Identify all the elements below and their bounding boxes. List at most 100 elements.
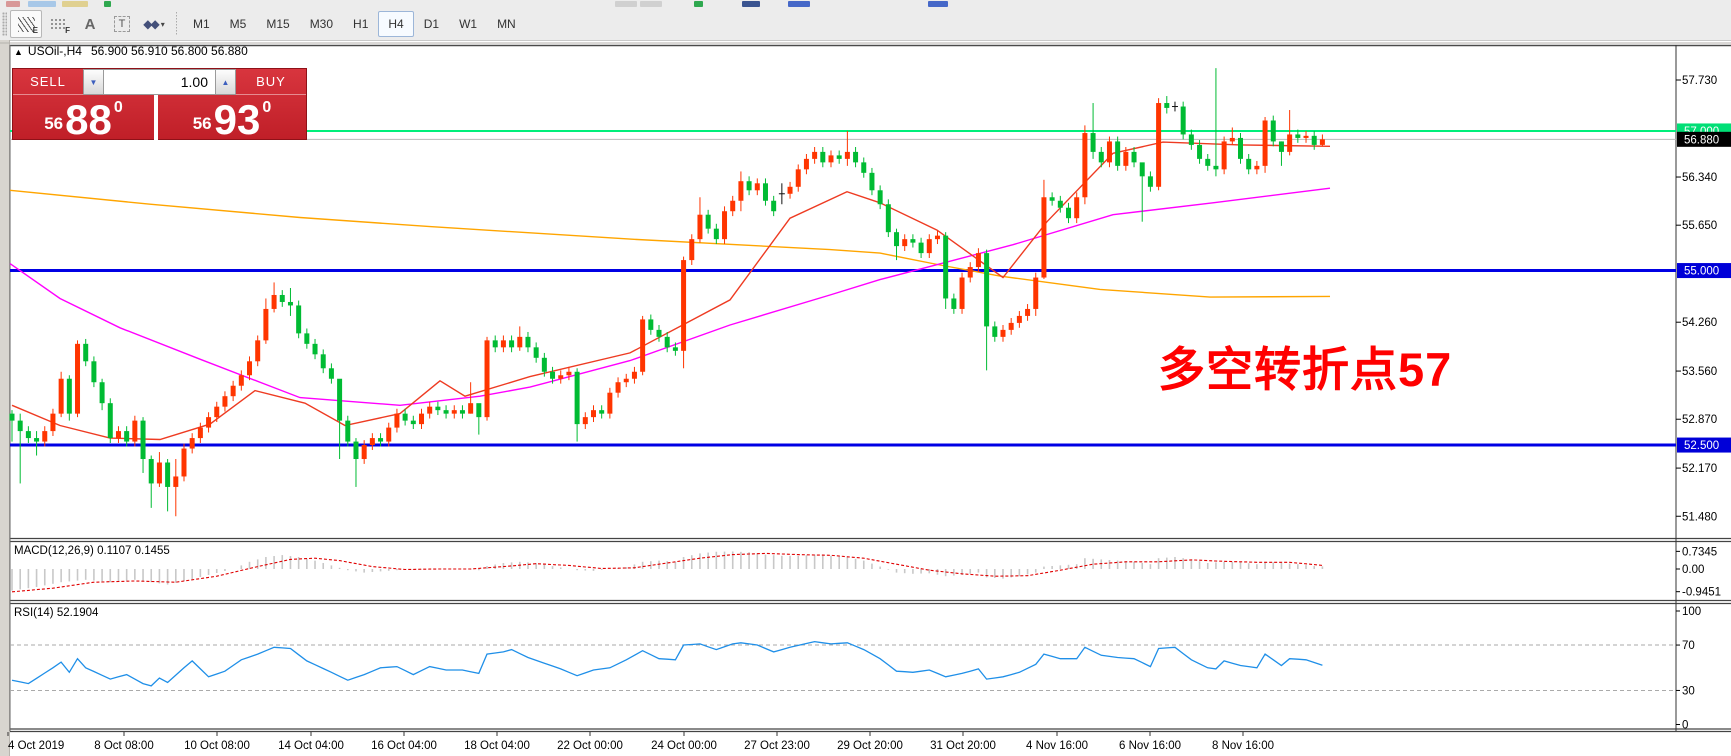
timeframe-button-m5[interactable]: M5 bbox=[229, 17, 247, 31]
buy-price-prefix: 56 bbox=[192, 114, 212, 133]
toolbar-icon-fragment[interactable] bbox=[694, 1, 703, 7]
text-label-icon[interactable]: A bbox=[84, 15, 96, 33]
macd-axis-label: 0.00 bbox=[1682, 564, 1704, 576]
rsi-axis-label: 100 bbox=[1682, 606, 1701, 618]
time-axis-label: 31 Oct 20:00 bbox=[930, 740, 996, 752]
time-axis-label: 24 Oct 00:00 bbox=[651, 740, 717, 752]
price-axis-label: 56.340 bbox=[1682, 172, 1717, 184]
grid-icon[interactable]: F bbox=[42, 10, 74, 38]
time-axis-label: 16 Oct 04:00 bbox=[371, 740, 437, 752]
toolbar-icon-group: E F A T ◆◆ ▾ bbox=[10, 10, 170, 38]
price-axis-label: 52.170 bbox=[1682, 463, 1717, 475]
ma-fast-red-line bbox=[11, 141, 1331, 441]
timeframe-button-h4[interactable]: H4 bbox=[378, 11, 414, 37]
toolbar-grip[interactable] bbox=[2, 12, 7, 36]
timeframe-button-mn[interactable]: MN bbox=[497, 17, 516, 31]
text-box-icon[interactable]: T bbox=[106, 10, 138, 38]
timeframe-button-group: M1 M5 M15 M30 H1 H4 D1 W1 MN bbox=[183, 11, 526, 37]
volume-increase-button[interactable]: ▲ bbox=[215, 69, 236, 95]
price-axis-label: 57.730 bbox=[1682, 75, 1717, 87]
toolbar-icon-fragment[interactable] bbox=[28, 1, 56, 7]
rsi-axis-label: 0 bbox=[1682, 720, 1688, 732]
sell-price-display[interactable]: 56 88 0 bbox=[13, 95, 154, 141]
rsi-panel: 100 70 30 0 bbox=[10, 606, 1701, 732]
candlestick-series bbox=[9, 68, 1325, 517]
buy-price-big: 93 bbox=[213, 96, 261, 143]
price-divider bbox=[154, 95, 158, 141]
sell-button[interactable]: SELL bbox=[13, 69, 83, 95]
symbol-period-label: USOil-,H4 bbox=[27, 44, 82, 58]
dots-glyph bbox=[49, 17, 67, 31]
time-axis-label: 22 Oct 00:00 bbox=[557, 740, 623, 752]
time-axis-label: 10 Oct 08:00 bbox=[184, 740, 250, 752]
toolbar-icon-fragment[interactable] bbox=[928, 1, 948, 7]
price-axis-label: 51.480 bbox=[1682, 511, 1717, 523]
macd-panel: 0.7345 0.00 -0.9451 bbox=[11, 546, 1721, 599]
one-click-trade-panel: SELL ▼ 1.00 ▲ BUY 56 88 0 56 93 0 bbox=[12, 68, 307, 141]
timeframe-button-h1[interactable]: H1 bbox=[353, 17, 369, 31]
collapse-arrow-icon[interactable]: ▲ bbox=[14, 47, 23, 57]
toolbar-icon-fragment[interactable] bbox=[62, 1, 88, 7]
panel-borders bbox=[0, 42, 1731, 733]
toolbar-icon-fragment[interactable] bbox=[788, 1, 810, 7]
price-axis-label: 55.650 bbox=[1682, 220, 1717, 232]
time-axis-label: 14 Oct 04:00 bbox=[278, 740, 344, 752]
time-axis-label: 18 Oct 04:00 bbox=[464, 740, 530, 752]
time-axis-label: 8 Nov 16:00 bbox=[1212, 740, 1274, 752]
objects-arrows-icon[interactable]: ◆◆ ▾ bbox=[143, 17, 165, 31]
rsi-axis-label: 30 bbox=[1682, 685, 1695, 697]
time-axis: 4 Oct 2019 8 Oct 08:00 10 Oct 08:00 14 Oct … bbox=[7, 732, 1274, 752]
price-axis: 57.730 56.340 55.650 54.260 53.560 52.870 52.1… bbox=[1676, 75, 1731, 523]
price-axis-label: 54.260 bbox=[1682, 317, 1717, 329]
toolbar-icon-fragment[interactable] bbox=[6, 1, 20, 7]
toolbar-icon-fragment[interactable] bbox=[742, 1, 760, 7]
support-line-label-text: 52.500 bbox=[1684, 440, 1719, 452]
timeframe-button-d1[interactable]: D1 bbox=[423, 17, 440, 31]
chevron-down-icon: ▾ bbox=[160, 19, 165, 29]
toolbar-icon-fragment[interactable] bbox=[640, 1, 662, 7]
timeframe-button-m15[interactable]: M15 bbox=[266, 17, 290, 31]
timeframe-button-w1[interactable]: W1 bbox=[459, 17, 478, 31]
timeframe-button-m30[interactable]: M30 bbox=[309, 17, 334, 31]
rsi-indicator-label: RSI(14) 52.1904 bbox=[14, 607, 99, 619]
chevron-up-icon: ▲ bbox=[221, 77, 230, 87]
price-axis-label: 52.870 bbox=[1682, 414, 1717, 426]
macd-axis-label: -0.9451 bbox=[1682, 587, 1721, 599]
toolbar-separator bbox=[176, 12, 177, 36]
timeframe-button-m1[interactable]: M1 bbox=[193, 17, 210, 31]
ma-slow-orange-line bbox=[9, 189, 1331, 298]
chart-quote-header[interactable]: ▲ USOil-,H4 56.900 56.910 56.800 56.880 bbox=[14, 44, 248, 58]
chart-text-annotation: 多空转折点57 bbox=[1158, 343, 1453, 396]
chevron-down-icon: ▼ bbox=[89, 77, 98, 87]
rsi-line bbox=[11, 640, 1323, 687]
toolbar-icon-fragment[interactable] bbox=[615, 1, 637, 7]
indicators-list-icon[interactable]: E bbox=[10, 10, 42, 38]
current-price-label-text: 56.880 bbox=[1684, 134, 1719, 146]
time-axis-label: 29 Oct 20:00 bbox=[837, 740, 903, 752]
price-axis-label: 53.560 bbox=[1682, 366, 1717, 378]
time-axis-label: 4 Oct 2019 bbox=[8, 740, 64, 752]
volume-input[interactable]: 1.00 bbox=[104, 69, 215, 95]
volume-decrease-button[interactable]: ▼ bbox=[83, 69, 104, 95]
support-line-label bbox=[1677, 263, 1731, 279]
macd-indicator-label: MACD(12,26,9) 0.1107 0.1455 bbox=[14, 545, 170, 557]
ma-mid-magenta-line bbox=[9, 187, 1331, 407]
support-line-label-text: 55.000 bbox=[1684, 266, 1719, 278]
chart-toolbar: E F A T ◆◆ ▾ M1 M5 M15 M30 H1 H4 D1 W1 MN bbox=[0, 8, 1731, 41]
macd-axis-label: 0.7345 bbox=[1682, 546, 1717, 558]
sell-price-big: 88 bbox=[65, 96, 112, 143]
buy-price-display[interactable]: 56 93 0 bbox=[158, 95, 306, 141]
buy-price-sup: 0 bbox=[262, 99, 272, 116]
hatch-glyph bbox=[17, 16, 35, 32]
sell-price-prefix: 56 bbox=[44, 114, 64, 133]
time-axis-label: 27 Oct 23:00 bbox=[744, 740, 810, 752]
time-axis-label: 4 Nov 16:00 bbox=[1026, 740, 1088, 752]
sell-price-sup: 0 bbox=[113, 99, 123, 116]
buy-button[interactable]: BUY bbox=[236, 69, 306, 95]
current-price-label bbox=[1677, 131, 1731, 147]
toolbar-icon-fragment[interactable] bbox=[104, 1, 111, 7]
rsi-axis-label: 70 bbox=[1682, 640, 1695, 652]
time-axis-label: 8 Oct 08:00 bbox=[94, 740, 153, 752]
support-line-label bbox=[1677, 437, 1731, 453]
